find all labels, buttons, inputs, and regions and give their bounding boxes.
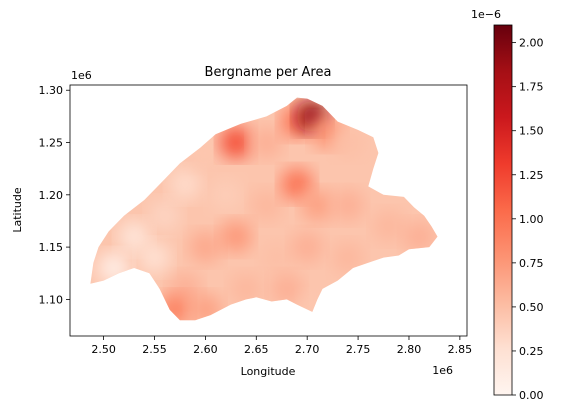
district-12 <box>281 168 314 201</box>
colorbar-tick-label: 0.25 <box>519 345 544 358</box>
x-tick-label: 2.75 <box>346 343 371 356</box>
colorbar-tick-label: 0.00 <box>519 389 544 402</box>
y-tick-label: 1.25 <box>39 137 64 150</box>
y-axis-label: Latitude <box>11 187 24 233</box>
colorbar-tick-label: 1.50 <box>519 125 544 138</box>
district-19 <box>260 241 293 274</box>
colorbar-ticks: 0.00 0.25 0.50 0.75 1.00 1.25 1.50 1.75 2.00 <box>512 37 544 402</box>
x-tick-label: 2.85 <box>448 343 473 356</box>
x-tick-label: 2.80 <box>397 343 422 356</box>
colorbar-tick-label: 1.00 <box>519 213 544 226</box>
x-tick-label: 2.70 <box>295 343 320 356</box>
district-9 <box>331 126 364 159</box>
district-5 <box>250 126 283 159</box>
colorbar-tick-label: 0.75 <box>519 257 544 270</box>
district-29 <box>138 241 171 274</box>
district-28 <box>97 252 130 285</box>
district-24 <box>189 293 222 321</box>
district-10 <box>209 178 242 211</box>
district-17 <box>189 231 222 264</box>
colorbar-tick-label: 2.00 <box>519 37 544 50</box>
y-offset-label: 1e6 <box>71 69 92 82</box>
colorbar-tick-label: 1.25 <box>519 169 544 182</box>
district-4 <box>219 126 252 159</box>
x-tick-label: 2.65 <box>244 343 269 356</box>
colorbar-tick-label: 1.75 <box>519 81 544 94</box>
district-27 <box>301 293 334 321</box>
y-ticks: 1.10 1.15 1.20 1.25 1.30 <box>39 84 70 306</box>
district-18 <box>219 220 252 253</box>
chart-title: Bergname per Area <box>205 65 332 80</box>
colorbar <box>493 24 513 396</box>
district-13 <box>301 189 334 222</box>
colorbar-offset-label: 1e−6 <box>471 8 501 21</box>
district-20 <box>291 231 324 264</box>
y-tick-label: 1.10 <box>39 293 64 306</box>
district-23 <box>158 293 191 321</box>
axes-frame <box>69 84 468 337</box>
y-tick-label: 1.30 <box>39 84 64 97</box>
district-25 <box>230 272 263 305</box>
x-axis-label: Longitude <box>241 365 296 378</box>
district-3 <box>189 136 222 169</box>
x-ticks: 2.50 2.55 2.60 2.65 2.70 2.75 2.80 2.85 <box>91 336 472 356</box>
x-tick-label: 2.55 <box>142 343 167 356</box>
x-tick-label: 2.60 <box>193 343 218 356</box>
map-layer <box>90 97 438 321</box>
district-11 <box>250 189 283 222</box>
districts <box>97 100 436 321</box>
district-21 <box>331 241 364 274</box>
y-tick-label: 1.15 <box>39 241 64 254</box>
district-0 <box>118 220 151 253</box>
x-tick-label: 2.50 <box>91 343 116 356</box>
district-15 <box>372 210 405 243</box>
colorbar-tick-label: 0.50 <box>519 301 544 314</box>
district-2 <box>169 168 202 201</box>
x-offset-label: 1e6 <box>432 364 453 377</box>
district-16 <box>403 220 436 253</box>
district-26 <box>270 272 303 305</box>
y-tick-label: 1.20 <box>39 189 64 202</box>
district-1 <box>148 199 181 232</box>
district-14 <box>331 189 364 222</box>
